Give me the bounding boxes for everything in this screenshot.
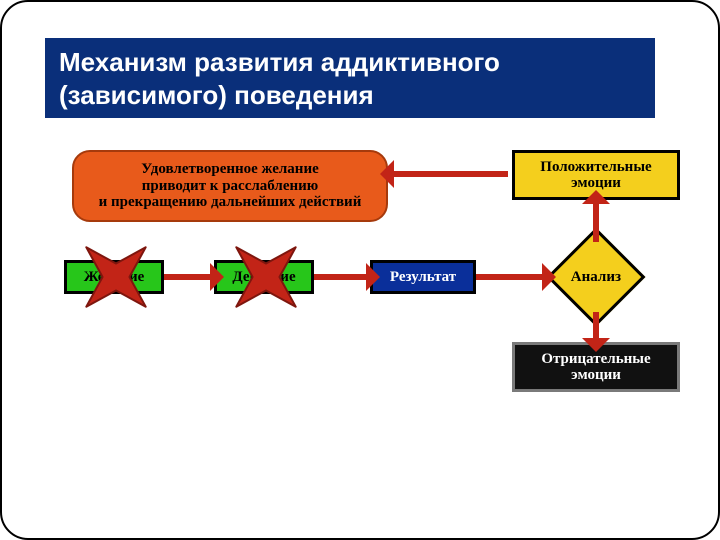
flow-arrow-head xyxy=(582,338,610,352)
node-positive-emotions-label: Положительные эмоции xyxy=(540,159,651,192)
flow-arrow-head xyxy=(366,263,380,291)
flow-arrow xyxy=(394,171,508,177)
flow-arrow-head xyxy=(582,190,610,204)
node-desire: Желание xyxy=(64,260,164,294)
flow-arrow-head xyxy=(542,263,556,291)
node-result: Результат xyxy=(370,260,476,294)
node-desire-label: Желание xyxy=(84,269,145,286)
node-satisfied-desire-label: Удовлетворенное желание приводит к рассл… xyxy=(99,161,362,211)
flow-arrow-head xyxy=(380,160,394,188)
node-analysis-label: Анализ xyxy=(571,269,621,286)
node-result-label: Результат xyxy=(390,269,456,286)
flow-arrow xyxy=(314,274,366,280)
flow-arrow xyxy=(476,274,542,280)
node-action-label: Действие xyxy=(232,269,295,286)
flow-arrow-head xyxy=(210,263,224,291)
node-negative-emotions-label: Отрицательные эмоции xyxy=(541,351,650,384)
slide-title: Механизм развития аддиктивного (зависимо… xyxy=(45,38,655,118)
node-action: Действие xyxy=(214,260,314,294)
flow-arrow xyxy=(593,312,599,338)
slide-title-text: Механизм развития аддиктивного (зависимо… xyxy=(59,46,500,111)
node-satisfied-desire: Удовлетворенное желание приводит к рассл… xyxy=(72,150,388,222)
flow-arrow xyxy=(593,204,599,242)
slide-frame: Механизм развития аддиктивного (зависимо… xyxy=(0,0,720,540)
flow-arrow xyxy=(164,274,210,280)
